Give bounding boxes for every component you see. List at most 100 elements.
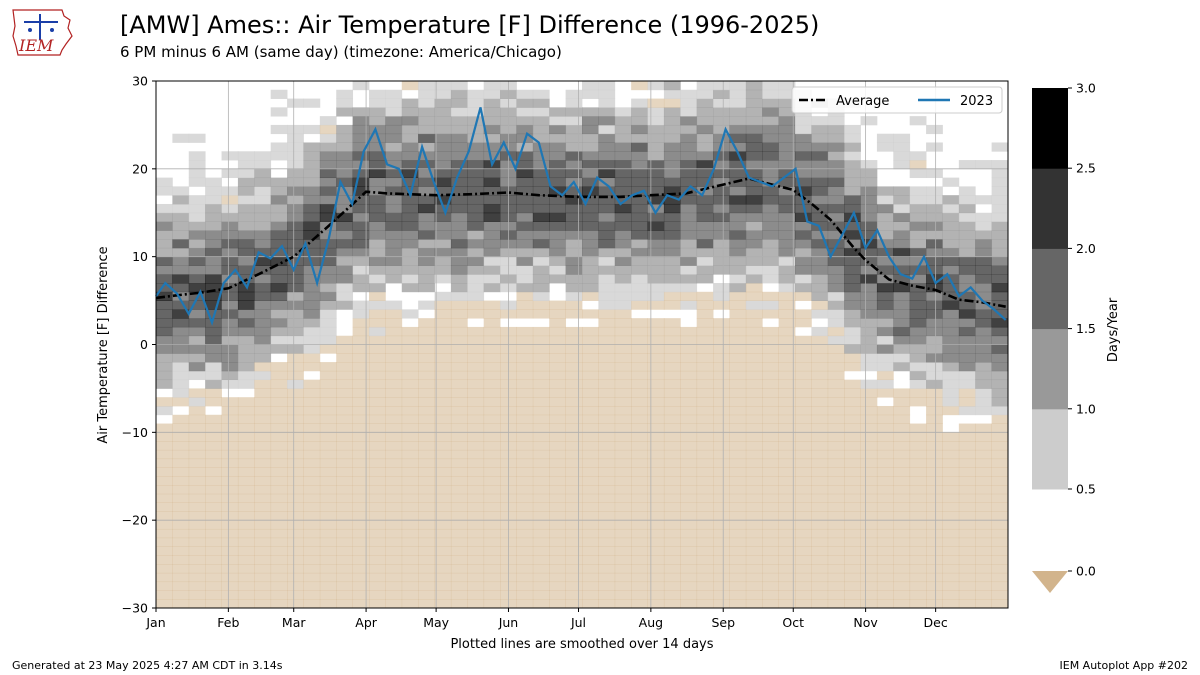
- heatmap-cell: [680, 511, 698, 521]
- heatmap-cell: [336, 291, 354, 301]
- heatmap-cell: [582, 265, 599, 275]
- heatmap-cell: [598, 186, 616, 196]
- heatmap-cell: [434, 485, 452, 495]
- heatmap-cell: [483, 335, 501, 345]
- heatmap-cell: [336, 599, 354, 609]
- heatmap-cell: [369, 265, 386, 275]
- heatmap-cell: [778, 397, 796, 407]
- heatmap-cell: [205, 283, 222, 293]
- heatmap-cell: [418, 520, 435, 530]
- heatmap-cell: [975, 528, 993, 539]
- heatmap-cell: [188, 432, 206, 442]
- heatmap-cell: [532, 528, 550, 539]
- heatmap-cell: [336, 265, 354, 275]
- heatmap-cell: [385, 221, 403, 231]
- heatmap-cell: [745, 195, 763, 205]
- heatmap-cell: [565, 528, 583, 539]
- heatmap-cell: [483, 581, 501, 591]
- heatmap-cell: [401, 423, 419, 433]
- heatmap-cell: [975, 291, 993, 301]
- heatmap-cell: [745, 414, 763, 424]
- heatmap-cell: [631, 151, 648, 161]
- heatmap-cell: [926, 247, 943, 258]
- colorbar-segment: [1032, 328, 1068, 410]
- heatmap-cell: [516, 414, 534, 424]
- heatmap-cell: [303, 212, 321, 222]
- heatmap-cell: [729, 581, 747, 591]
- heatmap-cell: [958, 502, 976, 512]
- heatmap-cell: [713, 397, 730, 407]
- heatmap-cell: [336, 133, 354, 143]
- heatmap-cell: [876, 230, 894, 240]
- heatmap-cell: [762, 195, 780, 205]
- heatmap-cell: [582, 291, 599, 301]
- heatmap-cell: [778, 581, 796, 591]
- heatmap-cell: [631, 537, 648, 547]
- heatmap-cell: [926, 493, 943, 503]
- heatmap-cell: [418, 599, 435, 609]
- heatmap-cell: [467, 186, 485, 196]
- heatmap-cell: [221, 590, 239, 600]
- heatmap-cell: [909, 370, 927, 381]
- heatmap-cell: [844, 256, 861, 266]
- heatmap-cell: [680, 247, 698, 258]
- heatmap-cell: [827, 405, 845, 416]
- heatmap-cell: [729, 590, 747, 600]
- heatmap-cell: [926, 186, 943, 196]
- heatmap-cell: [467, 572, 485, 583]
- heatmap-cell: [336, 441, 354, 451]
- heatmap-cell: [975, 511, 993, 521]
- heatmap-cell: [926, 212, 943, 222]
- heatmap-cell: [762, 326, 780, 337]
- heatmap-cell: [188, 528, 206, 539]
- heatmap-cell: [958, 449, 976, 460]
- heatmap-cell: [762, 599, 780, 609]
- colorbar-tick-label: 1.5: [1076, 321, 1096, 336]
- heatmap-cell: [909, 274, 927, 284]
- heatmap-cell: [860, 362, 878, 372]
- heatmap-cell: [385, 511, 403, 521]
- heatmap-cell: [614, 291, 632, 301]
- heatmap-cell: [975, 353, 993, 363]
- heatmap-cell: [811, 291, 829, 301]
- heatmap-cell: [450, 599, 468, 609]
- heatmap-cell: [319, 247, 337, 258]
- heatmap-cell: [418, 230, 435, 240]
- heatmap-cell: [827, 537, 845, 547]
- heatmap-cell: [631, 335, 648, 345]
- heatmap-cell: [450, 449, 468, 460]
- heatmap-cell: [156, 247, 173, 258]
- heatmap-cell: [795, 581, 812, 591]
- heatmap-cell: [680, 221, 698, 231]
- heatmap-cell: [958, 230, 976, 240]
- heatmap-cell: [909, 502, 927, 512]
- heatmap-cell: [696, 388, 714, 398]
- heatmap-cell: [745, 528, 763, 539]
- heatmap-cell: [876, 458, 894, 468]
- heatmap-cell: [418, 116, 435, 126]
- heatmap-cell: [647, 133, 665, 143]
- heatmap-cell: [598, 81, 616, 91]
- heatmap-cell: [188, 239, 206, 249]
- heatmap-cell: [778, 449, 796, 460]
- heatmap-cell: [385, 564, 403, 574]
- heatmap-cell: [647, 151, 665, 161]
- heatmap-cell: [614, 388, 632, 398]
- heatmap-cell: [205, 230, 222, 240]
- heatmap-cell: [303, 555, 321, 565]
- heatmap-cell: [467, 564, 485, 574]
- heatmap-cell: [614, 142, 632, 152]
- heatmap-cell: [450, 344, 468, 354]
- heatmap-cell: [598, 318, 616, 328]
- heatmap-cell: [876, 467, 894, 477]
- heatmap-cell: [418, 423, 435, 433]
- heatmap-cell: [369, 485, 386, 495]
- heatmap-cell: [647, 467, 665, 477]
- heatmap-cell: [795, 441, 812, 451]
- heatmap-cell: [811, 212, 829, 222]
- heatmap-cell: [483, 564, 501, 574]
- heatmap-cell: [811, 564, 829, 574]
- heatmap-cell: [172, 247, 190, 258]
- heatmap-cell: [401, 326, 419, 337]
- heatmap-cell: [975, 405, 993, 416]
